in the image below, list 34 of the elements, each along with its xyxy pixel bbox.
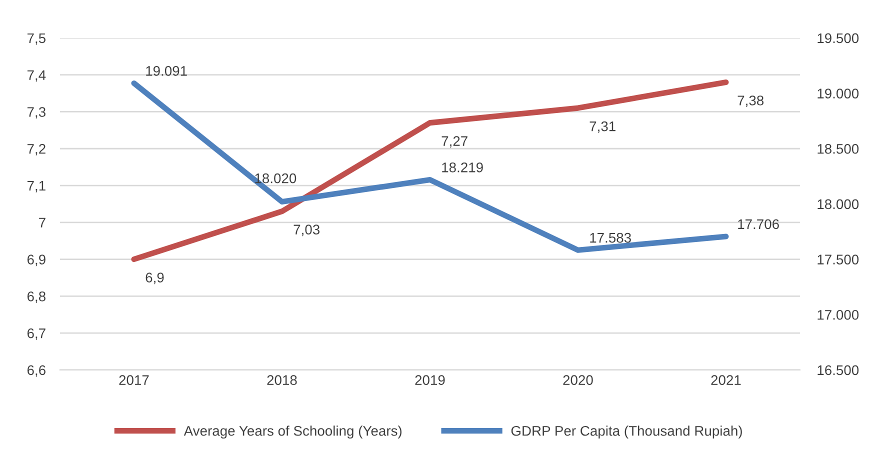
data-label: 18.020 [255, 173, 296, 184]
y2-tick-label: 16.500 [818, 365, 859, 376]
y-tick-label: 7,2 [27, 144, 46, 156]
y2-tick-label: 19.500 [818, 33, 859, 44]
x-tick-label: 2019 [415, 375, 445, 385]
x-tick-label: 2020 [563, 375, 593, 385]
y2-tick-label: 17.000 [818, 310, 859, 320]
y-tick-label: 6,7 [27, 328, 46, 340]
x-tick-label: 2017 [119, 375, 149, 385]
y-tick-label: 6,9 [27, 254, 46, 266]
y-tick-label: 7 [39, 218, 46, 228]
legend-label: Average Years of Schooling (Years) [184, 426, 402, 439]
y2-tick-label: 18.500 [818, 144, 859, 154]
y-tick-label: 6,8 [27, 292, 46, 303]
y-tick-label: 7,4 [27, 70, 46, 82]
data-label: 19.091 [146, 66, 187, 76]
data-label: 17.583 [590, 232, 631, 243]
data-label: 6,9 [146, 272, 164, 284]
x-tick-label: 2018 [267, 375, 297, 385]
y-tick-label: 7,3 [27, 107, 46, 119]
y-tick-label: 7,5 [27, 33, 46, 45]
data-label: 7,27 [442, 136, 468, 148]
data-label: 7,31 [590, 121, 616, 133]
y-tick-label: 6,6 [27, 365, 46, 377]
y-tick-label: 7,1 [27, 180, 46, 192]
legend-label: GDRP Per Capita (Thousand Rupiah) [511, 426, 742, 439]
x-tick-label: 2021 [711, 375, 741, 385]
data-label: 18.219 [442, 162, 483, 172]
data-label: 7,03 [294, 224, 320, 236]
data-label: 7,38 [738, 96, 764, 108]
y2-tick-label: 18.000 [818, 199, 859, 210]
y2-tick-label: 17.500 [818, 254, 859, 264]
y2-tick-label: 19.000 [818, 88, 859, 98]
data-label: 17.706 [738, 219, 779, 230]
